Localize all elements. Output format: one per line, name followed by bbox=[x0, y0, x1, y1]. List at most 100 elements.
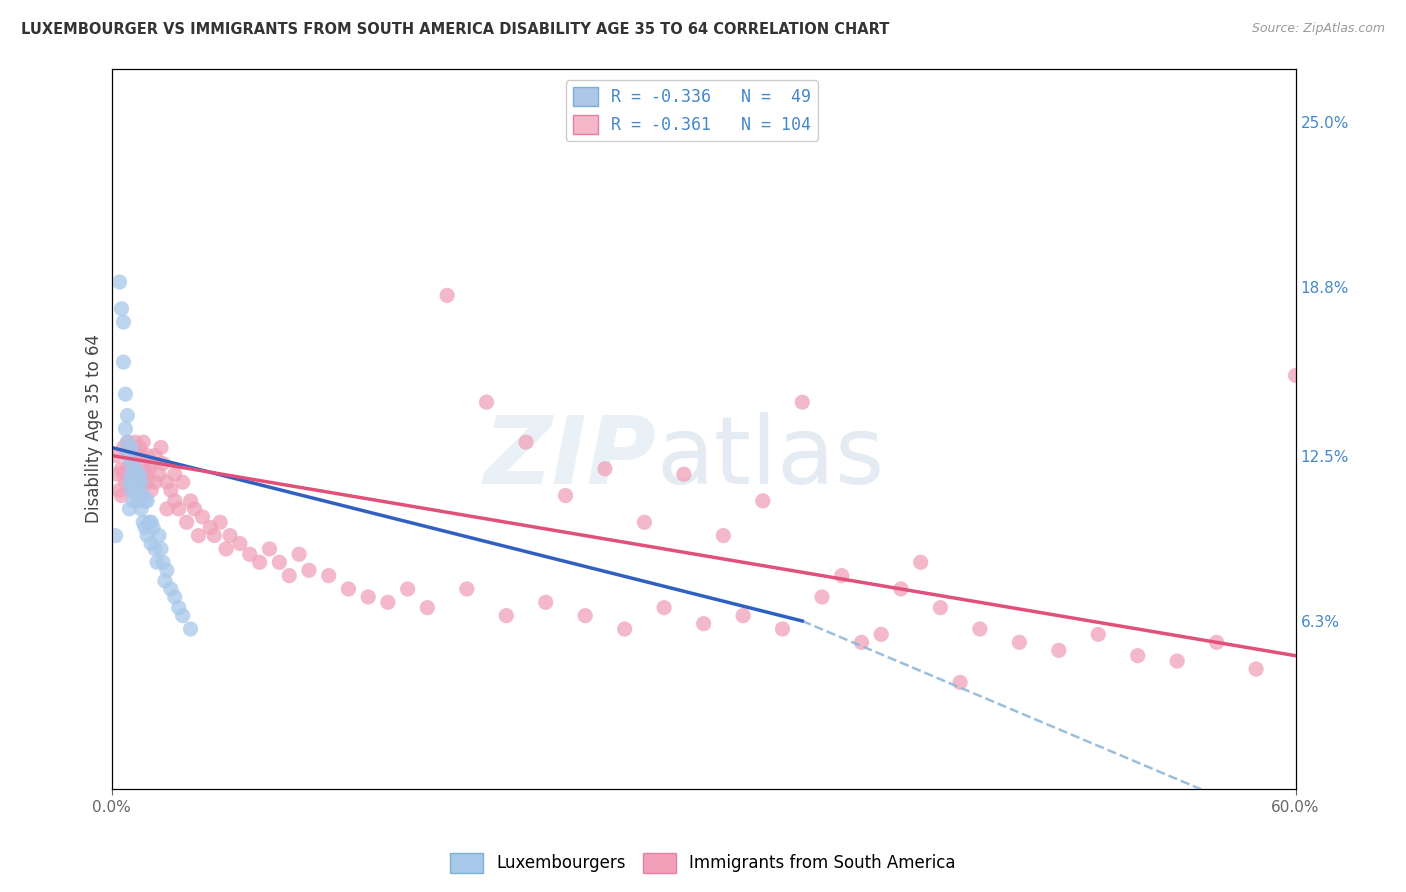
Point bbox=[416, 600, 439, 615]
Point bbox=[110, 301, 132, 316]
Point bbox=[120, 441, 142, 455]
Point bbox=[1205, 635, 1227, 649]
Point bbox=[139, 515, 162, 529]
Point bbox=[117, 449, 139, 463]
Point bbox=[534, 595, 557, 609]
Point bbox=[146, 555, 169, 569]
Point bbox=[129, 502, 152, 516]
Point bbox=[929, 600, 952, 615]
Point bbox=[249, 555, 271, 569]
Point bbox=[153, 574, 176, 588]
Point bbox=[163, 494, 186, 508]
Point bbox=[752, 494, 775, 508]
Point bbox=[554, 489, 576, 503]
Point bbox=[318, 568, 340, 582]
Point bbox=[851, 635, 873, 649]
Point bbox=[127, 494, 149, 508]
Point bbox=[124, 435, 146, 450]
Point bbox=[128, 467, 150, 482]
Point bbox=[148, 528, 170, 542]
Point bbox=[118, 502, 141, 516]
Point bbox=[593, 462, 616, 476]
Point bbox=[148, 467, 170, 482]
Point bbox=[831, 568, 853, 582]
Point bbox=[152, 457, 174, 471]
Point bbox=[107, 467, 129, 482]
Point bbox=[209, 515, 232, 529]
Point bbox=[574, 608, 596, 623]
Point bbox=[143, 475, 166, 490]
Point bbox=[711, 528, 734, 542]
Point bbox=[118, 449, 141, 463]
Point bbox=[143, 541, 166, 556]
Point bbox=[215, 541, 238, 556]
Point bbox=[870, 627, 893, 641]
Point bbox=[132, 489, 155, 503]
Point bbox=[112, 315, 135, 329]
Point bbox=[129, 475, 152, 490]
Point bbox=[163, 590, 186, 604]
Text: ZIP: ZIP bbox=[484, 411, 657, 504]
Y-axis label: Disability Age 35 to 64: Disability Age 35 to 64 bbox=[86, 334, 103, 524]
Point bbox=[112, 355, 135, 369]
Point bbox=[139, 536, 162, 550]
Point bbox=[396, 582, 419, 596]
Point bbox=[772, 622, 794, 636]
Point bbox=[183, 502, 205, 516]
Point bbox=[108, 275, 131, 289]
Point bbox=[733, 608, 755, 623]
Point bbox=[633, 515, 655, 529]
Point bbox=[129, 475, 152, 490]
Point bbox=[269, 555, 291, 569]
Point bbox=[377, 595, 399, 609]
Point bbox=[187, 528, 209, 542]
Point bbox=[139, 457, 162, 471]
Point bbox=[127, 475, 149, 490]
Point bbox=[128, 441, 150, 455]
Point bbox=[117, 435, 139, 450]
Point bbox=[278, 568, 301, 582]
Point bbox=[180, 494, 202, 508]
Point bbox=[890, 582, 912, 596]
Point bbox=[1008, 635, 1031, 649]
Legend: Luxembourgers, Immigrants from South America: Luxembourgers, Immigrants from South Ame… bbox=[443, 847, 963, 880]
Point bbox=[1126, 648, 1149, 663]
Point bbox=[134, 467, 156, 482]
Text: Source: ZipAtlas.com: Source: ZipAtlas.com bbox=[1251, 22, 1385, 36]
Point bbox=[202, 528, 225, 542]
Point bbox=[138, 462, 160, 476]
Point bbox=[172, 608, 194, 623]
Point bbox=[143, 449, 166, 463]
Point bbox=[652, 600, 675, 615]
Point bbox=[114, 422, 136, 436]
Point bbox=[139, 483, 162, 498]
Point bbox=[156, 502, 179, 516]
Point bbox=[136, 449, 159, 463]
Point bbox=[672, 467, 695, 482]
Point bbox=[692, 616, 714, 631]
Point bbox=[200, 520, 222, 534]
Point bbox=[120, 441, 142, 455]
Point bbox=[298, 563, 321, 577]
Point bbox=[132, 462, 155, 476]
Point bbox=[1166, 654, 1188, 668]
Point bbox=[149, 541, 172, 556]
Point bbox=[124, 483, 146, 498]
Point bbox=[128, 467, 150, 482]
Point bbox=[122, 483, 145, 498]
Point bbox=[613, 622, 636, 636]
Point bbox=[110, 462, 132, 476]
Point bbox=[167, 502, 190, 516]
Point bbox=[124, 462, 146, 476]
Point bbox=[475, 395, 498, 409]
Legend: R = -0.336   N =  49, R = -0.361   N = 104: R = -0.336 N = 49, R = -0.361 N = 104 bbox=[567, 80, 818, 141]
Point bbox=[163, 467, 186, 482]
Point bbox=[110, 489, 132, 503]
Point bbox=[122, 457, 145, 471]
Point bbox=[122, 494, 145, 508]
Point bbox=[167, 600, 190, 615]
Point bbox=[259, 541, 281, 556]
Point bbox=[288, 547, 311, 561]
Point bbox=[120, 467, 142, 482]
Point bbox=[1284, 368, 1306, 383]
